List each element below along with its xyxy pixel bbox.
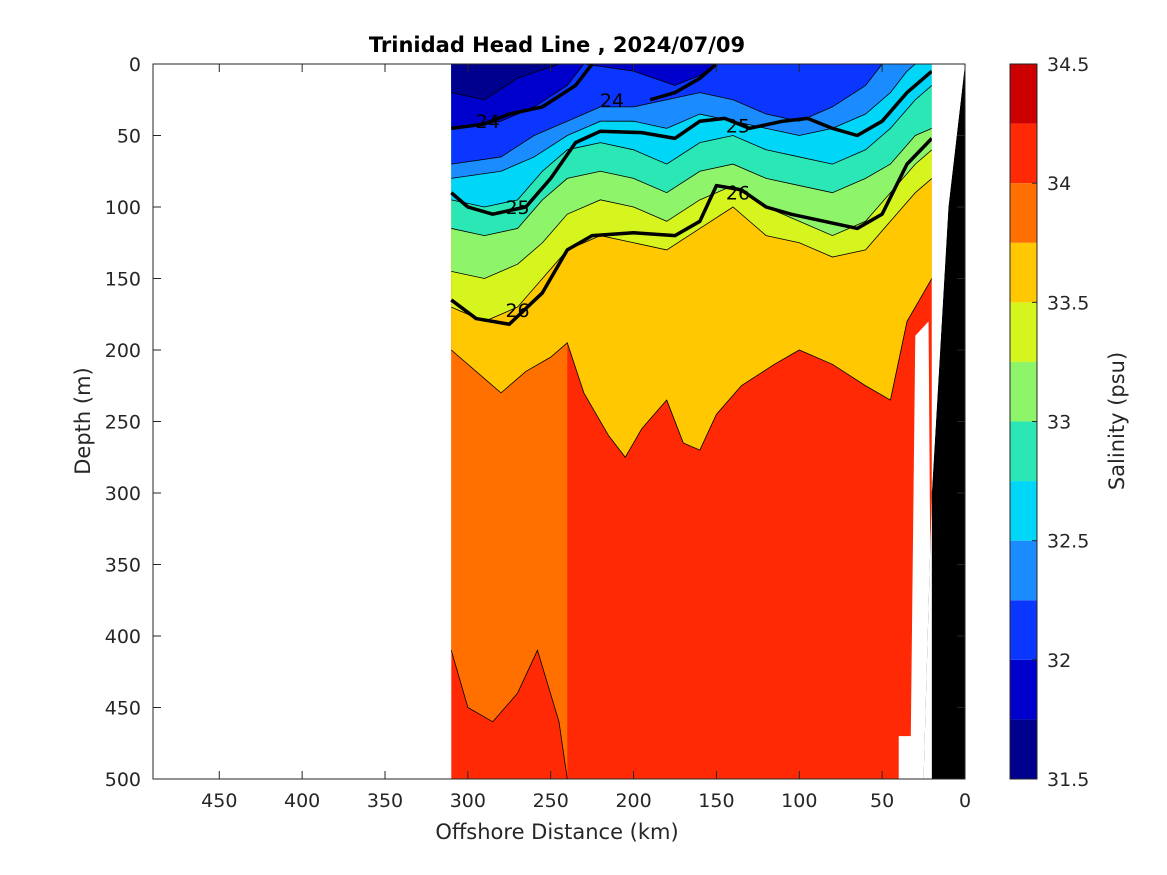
nearshore-gap xyxy=(923,64,965,779)
colorbar-tick-label: 31.5 xyxy=(1047,769,1089,791)
colorbar-tick-label: 33 xyxy=(1047,412,1071,434)
y-tick-label: 250 xyxy=(105,412,141,434)
contour-label-25: 25 xyxy=(726,115,750,137)
density-contours: 24 24 25 25 26 26 xyxy=(450,64,934,779)
x-tick-label: 300 xyxy=(450,790,486,812)
colorbar-tick-label: 32.5 xyxy=(1047,531,1089,553)
y-tick-label: 300 xyxy=(105,483,141,505)
contour-label-24: 24 xyxy=(476,111,500,133)
colorbar-swatch xyxy=(1010,242,1037,303)
colorbar-swatch xyxy=(1010,540,1037,601)
y-tick-label: 0 xyxy=(129,54,141,76)
density-contour-24 xyxy=(649,64,718,102)
colorbar-tick-label: 33.5 xyxy=(1047,292,1089,314)
colorbar-swatch xyxy=(1010,600,1037,660)
salinity-isoline xyxy=(451,278,933,458)
x-tick-label: 400 xyxy=(284,790,320,812)
salinity-isoline xyxy=(451,64,560,101)
x-tick-label: 150 xyxy=(698,790,734,812)
colorbar-swatch xyxy=(1010,123,1037,184)
colorbar-swatch xyxy=(1010,481,1037,541)
y-tick-label: 200 xyxy=(105,340,141,362)
contour-label-26: 26 xyxy=(505,300,529,322)
salinity-isoline xyxy=(451,85,933,208)
x-tick-label: 100 xyxy=(781,790,817,812)
salinity-isoline xyxy=(451,127,933,237)
y-axis-label: Depth (m) xyxy=(71,367,95,474)
contour-label-25: 25 xyxy=(505,197,529,219)
colorbar: 31.5 32 32.5 33 33.5 34 34.5 xyxy=(1009,54,1089,791)
density-contour-25 xyxy=(450,69,934,216)
y-tick-label: 400 xyxy=(105,626,141,648)
y-tick-label: 50 xyxy=(117,126,141,148)
salinity-field xyxy=(451,64,932,779)
contour-label-24: 24 xyxy=(600,90,624,112)
colorbar-label: Salinity (psu) xyxy=(1105,352,1129,490)
y-tick-label: 150 xyxy=(105,269,141,291)
colorbar-tick-label: 34 xyxy=(1047,173,1071,195)
salinity-isoline xyxy=(451,64,717,129)
colorbar-swatch xyxy=(1010,183,1037,243)
salinity-isoline xyxy=(451,64,883,165)
salinity-isoline xyxy=(450,649,568,779)
density-contour-26 xyxy=(450,137,934,327)
y-tick-label: 350 xyxy=(105,555,141,577)
colorbar-swatch xyxy=(1010,421,1037,482)
x-tick-label: 200 xyxy=(615,790,651,812)
salinity-isoline xyxy=(451,149,933,279)
seafloor xyxy=(923,64,965,779)
y-tick-label: 100 xyxy=(105,197,141,219)
x-axis-label: Offshore Distance (km) xyxy=(435,820,678,844)
y-axis: 0 50 100 150 200 250 300 350 400 450 500 xyxy=(105,54,965,791)
contour-label-26: 26 xyxy=(726,183,750,205)
chart-title: Trinidad Head Line , 2024/07/09 xyxy=(369,33,745,57)
salinity-isoline xyxy=(451,178,933,322)
density-contour-24 xyxy=(451,64,594,131)
x-tick-label: 250 xyxy=(533,790,569,812)
colorbar-swatch xyxy=(1010,659,1037,720)
missing-data-gap xyxy=(910,321,932,779)
x-tick-label: 50 xyxy=(870,790,894,812)
y-tick-label: 500 xyxy=(105,769,141,791)
colorbar-tick-label: 34.5 xyxy=(1047,54,1089,76)
colorbar-swatch xyxy=(1010,361,1037,422)
colorbar-swatch xyxy=(1010,64,1037,124)
seafloor-shape xyxy=(923,64,965,779)
x-tick-label: 350 xyxy=(367,790,403,812)
x-axis: 450 400 350 300 250 200 150 100 50 0 xyxy=(201,64,971,812)
colorbar-tick-label: 32 xyxy=(1047,650,1071,672)
x-tick-label: 0 xyxy=(959,790,971,812)
x-tick-label: 450 xyxy=(201,790,237,812)
colorbar-swatch xyxy=(1010,302,1037,362)
y-tick-label: 450 xyxy=(105,698,141,720)
colorbar-swatch xyxy=(1010,719,1037,779)
